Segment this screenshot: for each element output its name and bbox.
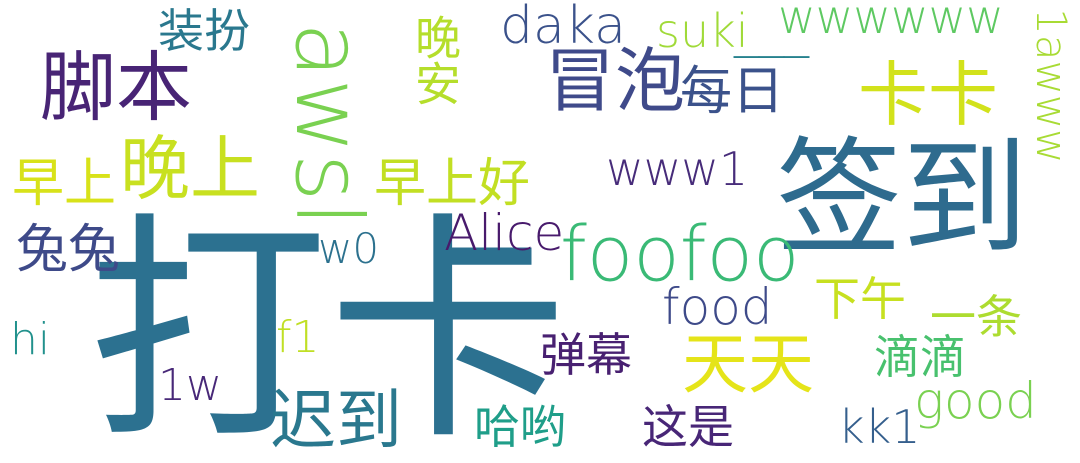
word-tiantian: 天天 bbox=[682, 326, 814, 403]
word-daka-latin: daka bbox=[500, 0, 626, 56]
word-hi: hi bbox=[10, 314, 51, 365]
word-haoyou: 哈哟 bbox=[474, 400, 566, 454]
word-wwwwww: wwwwww bbox=[778, 0, 1004, 44]
word-zhuangban: 装扮 bbox=[158, 4, 250, 58]
word-chidao: 迟到 bbox=[270, 382, 402, 459]
word-www1: www1 bbox=[606, 142, 749, 196]
word-alice: Alice bbox=[444, 204, 565, 262]
word-suki: suki bbox=[656, 4, 749, 58]
word-wanshang: 晚上 bbox=[120, 128, 260, 210]
word-jiaoben: 脚本 bbox=[40, 43, 192, 132]
word-kk1: kk1 bbox=[838, 400, 921, 454]
word-maopao: 冒泡 bbox=[545, 40, 685, 122]
word-good: good bbox=[914, 372, 1037, 430]
word-didi: 滴滴 bbox=[874, 330, 966, 384]
word-daka: 打卡 bbox=[88, 192, 569, 463]
word-yitiao: 一条 bbox=[930, 290, 1022, 344]
word-zaoshang: 早上 bbox=[12, 154, 117, 214]
word-zaoshanghao: 早上好 bbox=[374, 154, 531, 214]
word-zheshi: 这是 bbox=[642, 400, 734, 454]
word-w0: w0 bbox=[318, 224, 380, 273]
word-kaka: 卡卡 bbox=[858, 54, 998, 136]
word-wanan: 晚安 bbox=[408, 14, 462, 106]
word-awsl: awsl bbox=[275, 22, 382, 228]
word-xiawu: 下午 bbox=[814, 272, 906, 326]
word-underscores: ___ bbox=[734, 0, 809, 58]
word-1awww: 1awww bbox=[1027, 8, 1076, 164]
word-foofoo: foofoo bbox=[560, 209, 800, 298]
word-meiri: 每日 bbox=[680, 62, 785, 122]
word-f1: f1 bbox=[276, 312, 320, 363]
word-qiandao: 签到 bbox=[776, 125, 1028, 272]
word-tutu: 兔兔 bbox=[16, 220, 121, 280]
word-1w: 1w bbox=[158, 360, 222, 411]
word-food: food bbox=[662, 278, 773, 336]
word-danmu: 弹幕 bbox=[540, 328, 632, 382]
